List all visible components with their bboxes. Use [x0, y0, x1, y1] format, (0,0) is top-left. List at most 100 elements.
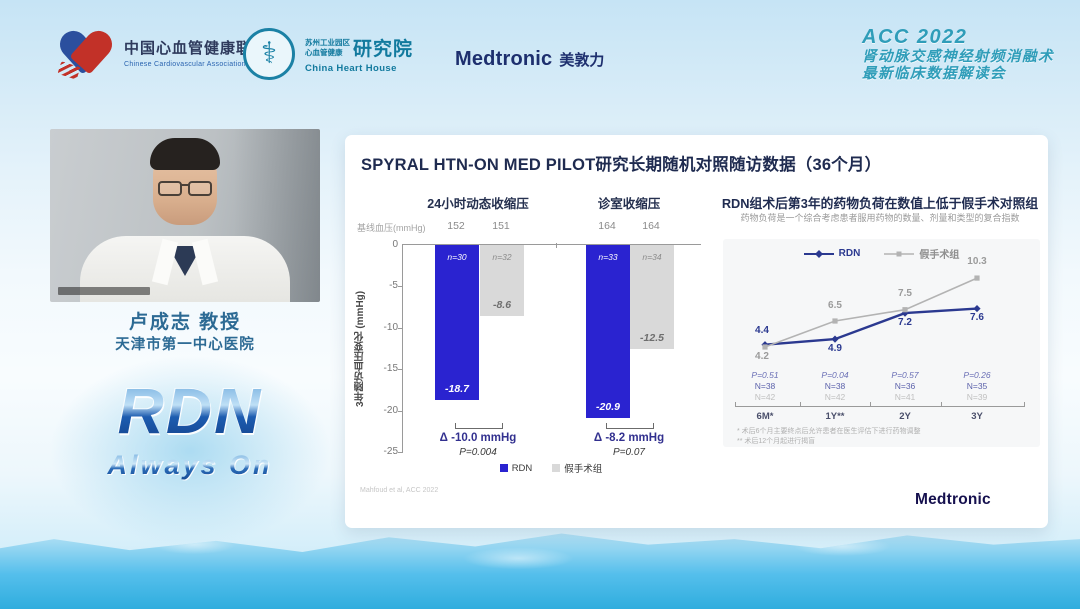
medtronic-slide-logo: Medtronic: [915, 491, 991, 508]
delta-label-2: Δ -8.2 mmHg: [593, 432, 665, 444]
speaker-hospital: 天津市第一中心医院: [115, 337, 255, 353]
event-line3: 最新临床数据解读会: [862, 66, 1006, 83]
baseline-value-4: 164: [642, 220, 660, 232]
rdn-point-label: 4.9: [828, 343, 842, 354]
y-tick-15: -15: [383, 363, 398, 374]
heart-house-en: China Heart House: [305, 63, 397, 74]
presentation-slide: SPYRAL HTN-ON MED PILOT研究长期随机对照随访数据（36个月…: [345, 135, 1048, 528]
sham-point-label: 7.5: [898, 288, 912, 299]
y-tick-20: -20: [383, 405, 398, 416]
heart-house-small-top: 苏州工业园区: [305, 38, 350, 48]
sham-point-label: 10.3: [967, 256, 987, 267]
water-splash-graphic: [0, 533, 1080, 609]
heart-house-big: 研究院: [353, 39, 414, 60]
event-line2: 肾动脉交感神经射频消融术: [862, 49, 1054, 65]
x-label-3y: 3Y: [971, 411, 983, 422]
stat-column-6m: P=0.51 N=38 N=42: [751, 370, 779, 403]
bar-value-label: -20.9: [596, 401, 620, 414]
bar-sham-office: n=34 -12.5: [630, 245, 674, 349]
trend-x-axis: [735, 402, 1025, 407]
bar-value-label: -8.6: [492, 299, 512, 312]
bp-group-title-office: 诊室收缩压: [597, 197, 661, 211]
header: 中国心血管健康联盟 Chinese Cardiovascular Associa…: [0, 0, 1080, 110]
y-tick-0: 0: [392, 239, 398, 250]
x-label-6m: 6M*: [756, 411, 774, 422]
cca-name-en: Chinese Cardiovascular Association: [124, 60, 246, 68]
stat-column-3y: P=0.26 N=35 N=39: [963, 370, 991, 403]
footnote-1: * 术后6个月主要终点后允许患者在医生评估下进行药物调整: [737, 428, 921, 435]
slide-title: SPYRAL HTN-ON MED PILOT研究长期随机对照随访数据（36个月…: [361, 156, 882, 174]
delta-bracket-2: [606, 423, 654, 429]
cca-text: 中国心血管健康联盟 Chinese Cardiovascular Associa…: [124, 37, 268, 68]
event-title-block: ACC 2022 肾动脉交感神经射频消融术 最新临床数据解读会: [862, 25, 1054, 84]
baseline-bp-label: 基线血压(mmHg): [357, 223, 426, 233]
y-tick-10: -10: [383, 322, 398, 333]
p-value-1: P=0.004: [459, 447, 497, 458]
footnotes: * 术后6个月主要终点后允许患者在医生评估下进行药物调整 ** 术后12个月起进…: [737, 427, 921, 447]
rdn-point-label: 7.6: [970, 312, 984, 323]
cca-logo-block: 中国心血管健康联盟 Chinese Cardiovascular Associa…: [57, 26, 268, 80]
trend-legend: RDN 假手术组: [723, 246, 1040, 261]
drug-burden-chart-panel: RDN 假手术组 4.4 4.2 6.5 4.9 7.5 7.2 10.3 7.…: [723, 239, 1040, 447]
p-value-2: P=0.07: [613, 447, 645, 458]
speaker-name: 卢成志 教授: [128, 312, 242, 333]
drug-burden-line-chart: [761, 275, 981, 350]
drug-burden-title: RDN组术后第3年的药物负荷在数值上低于假手术对照组: [721, 196, 1039, 211]
bar-n-label: n=34: [642, 252, 662, 262]
medtronic-cn: 美敦力: [559, 52, 605, 69]
rdn-point-label: 4.4: [755, 325, 769, 336]
caduceus-icon: ⚕: [243, 28, 295, 80]
citation: Mahfoud et al, ACC 2022: [360, 487, 439, 494]
stat-column-2y: P=0.57 N=36 N=41: [891, 370, 919, 403]
heart-house-small-bottom: 心血管健康: [305, 47, 343, 57]
delta-bracket-1: [455, 423, 503, 429]
bar-n-label: n=33: [598, 252, 618, 262]
stat-column-1y: P=0.04 N=38 N=42: [821, 370, 849, 403]
rdn-line-marker-icon: [803, 249, 834, 258]
sham-point-label: 4.2: [755, 351, 769, 362]
cca-name-cn: 中国心血管健康联盟: [124, 39, 269, 57]
bp-y-axis-label: 3年随访血压变化 (mmHg): [355, 290, 366, 407]
doctor-hair: [150, 138, 220, 170]
delta-label-1: Δ -10.0 mmHg: [439, 432, 517, 444]
legend-label-rdn: RDN: [511, 462, 533, 474]
rdn-always-on-logo: RDN Always On: [40, 356, 340, 546]
bar-rdn-office: n=33 -20.9: [586, 245, 630, 419]
legend-swatch-sham: [552, 464, 561, 472]
bar-value-label: -18.7: [445, 382, 469, 395]
bar-sham-24h: n=32 -8.6: [480, 245, 524, 317]
x-label-2y: 2Y: [899, 411, 911, 422]
trend-legend-sham: 假手术组: [919, 250, 960, 261]
medtronic-header-logo: Medtronic 美敦力: [455, 48, 604, 71]
heart-house-text: 苏州工业园区 心血管健康 研究院 China Heart House: [305, 34, 413, 74]
legend-label-sham: 假手术组: [564, 464, 603, 475]
heart-house-logo-block: ⚕ 苏州工业园区 心血管健康 研究院 China Heart House: [243, 28, 413, 80]
y-tick-5: -5: [389, 280, 398, 291]
bp-bar-chart: 3年随访血压变化 (mmHg) 0 -5 -10 -15 -20 -25 n=3…: [355, 239, 701, 457]
bar-n-label: n=32: [492, 252, 512, 262]
rdn-logo-text: RDN: [40, 374, 340, 448]
cca-hand-stripes: [57, 61, 81, 80]
bar-n-label: n=30: [447, 252, 467, 262]
doctor-glasses: [158, 181, 212, 196]
medtronic-wordmark: Medtronic: [455, 48, 553, 70]
bp-legend: RDN 假手术组: [402, 461, 700, 475]
video-watermark: [58, 287, 150, 295]
footnote-2: ** 术后12个月起进行揭盲: [737, 438, 816, 446]
bp-group-title-24h: 24小时动态收缩压: [427, 197, 529, 211]
zero-line-tick: [556, 243, 557, 248]
sham-point-label: 6.5: [828, 300, 842, 311]
rdn-point-label: 7.2: [898, 317, 912, 328]
bar-value-label: -12.5: [640, 331, 664, 344]
bar-rdn-24h: n=30 -18.7: [435, 245, 479, 400]
event-line1: ACC 2022: [862, 26, 968, 48]
legend-swatch-rdn: [499, 464, 508, 472]
drug-burden-subtitle: 药物负荷是一个综合考虑患者服用药物的数量、剂量和类型的复合指数: [740, 213, 1020, 223]
sham-line-marker-icon: [884, 251, 915, 256]
trend-legend-rdn: RDN: [838, 248, 861, 259]
x-label-1y: 1Y**: [825, 411, 845, 422]
always-on-text: Always On: [40, 450, 340, 481]
y-tick-25: -25: [383, 446, 398, 457]
speaker-video-feed: [50, 129, 320, 302]
